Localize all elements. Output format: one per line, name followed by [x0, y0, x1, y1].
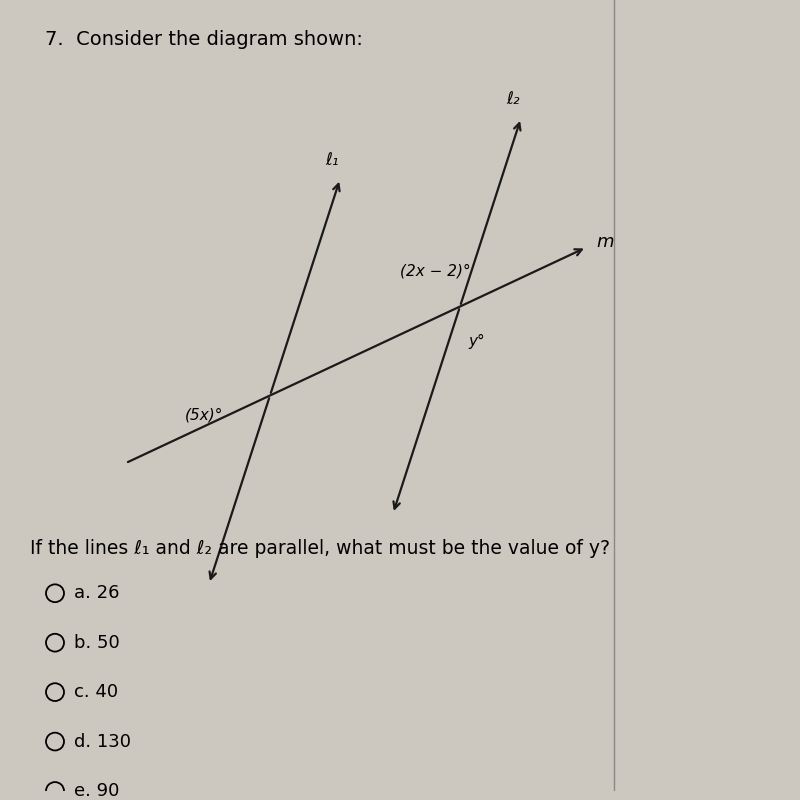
Text: 7.  Consider the diagram shown:: 7. Consider the diagram shown:: [45, 30, 363, 49]
Text: (2x − 2)°: (2x − 2)°: [400, 264, 470, 279]
Text: a. 26: a. 26: [74, 584, 119, 602]
Text: d. 130: d. 130: [74, 733, 131, 750]
Text: (5x)°: (5x)°: [185, 408, 223, 422]
Text: y°: y°: [468, 334, 485, 350]
Text: e. 90: e. 90: [74, 782, 119, 800]
Text: If the lines ℓ₁ and ℓ₂ are parallel, what must be the value of y?: If the lines ℓ₁ and ℓ₂ are parallel, wha…: [30, 539, 610, 558]
Text: b. 50: b. 50: [74, 634, 120, 652]
Text: ℓ₁: ℓ₁: [326, 151, 339, 169]
Text: m: m: [597, 234, 614, 251]
Text: ℓ₂: ℓ₂: [506, 90, 520, 108]
Text: c. 40: c. 40: [74, 683, 118, 701]
